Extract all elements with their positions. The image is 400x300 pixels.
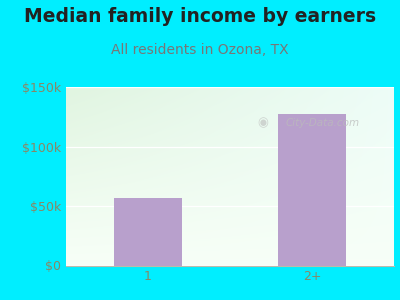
Bar: [278, 114, 346, 266]
Text: Median family income by earners: Median family income by earners: [24, 8, 376, 26]
Bar: [114, 198, 182, 266]
Text: All residents in Ozona, TX: All residents in Ozona, TX: [111, 44, 289, 58]
Text: ◉: ◉: [257, 116, 268, 129]
Text: City-Data.com: City-Data.com: [286, 118, 360, 128]
